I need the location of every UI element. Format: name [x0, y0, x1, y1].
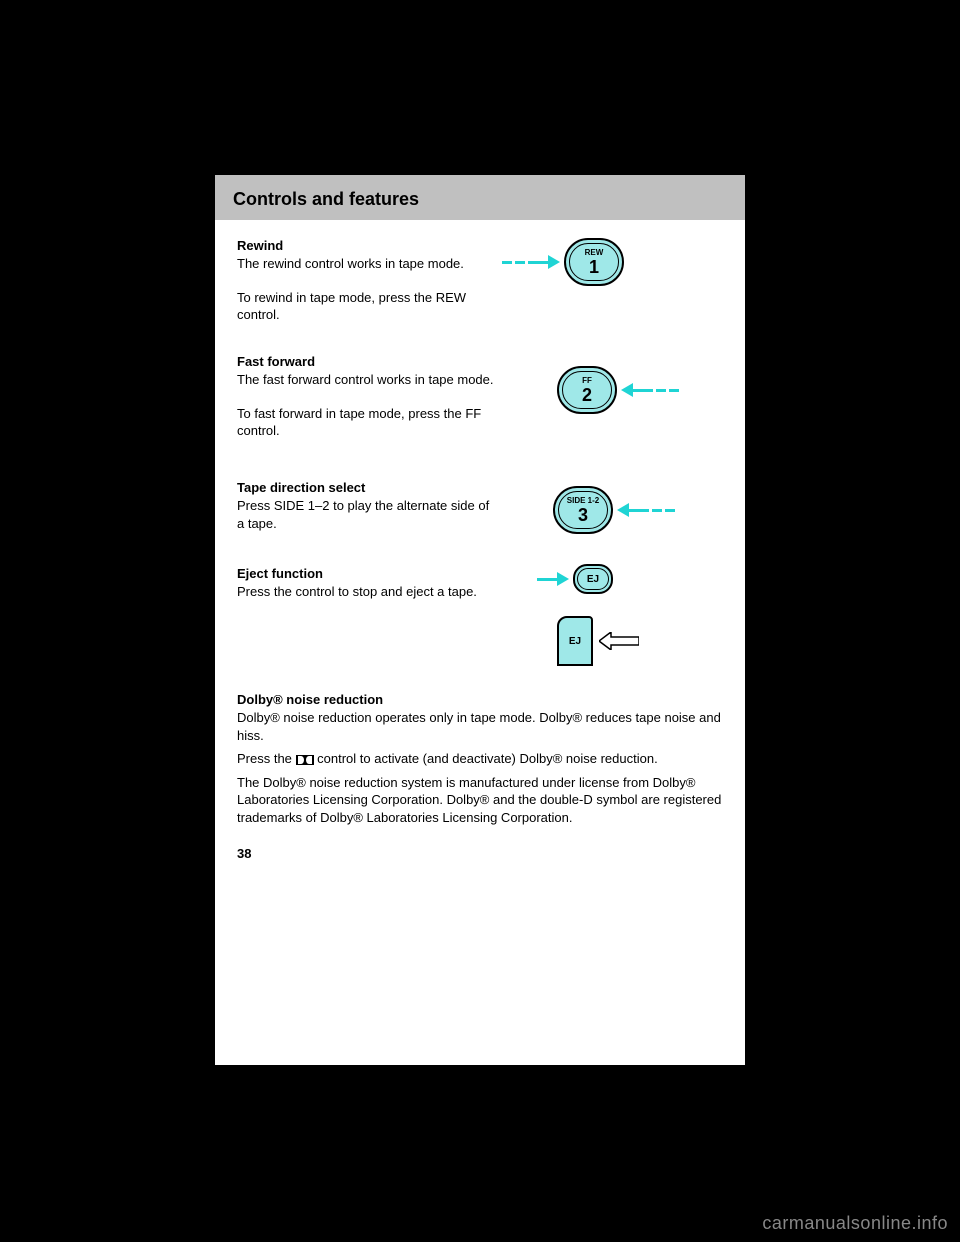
ff-extra: To fast forward in tape mode, press the …: [237, 405, 497, 440]
arrow-left-icon: [621, 383, 679, 397]
side12-button-art: SIDE 1-2 3: [553, 486, 675, 534]
ff-title: Fast forward: [237, 354, 497, 369]
rewind-button-art: REW 1: [502, 238, 624, 286]
ff-button-top: FF: [582, 377, 592, 385]
page-number: 38: [237, 846, 723, 861]
eject-small-art: EJ: [537, 564, 613, 594]
ej-tab-button: EJ: [557, 616, 593, 666]
dolby-section: Dolby® noise reduction Dolby® noise redu…: [237, 692, 723, 826]
dolby-double-d-icon: [296, 755, 314, 765]
arrow-left-icon: [617, 503, 675, 517]
rewind-extra: To rewind in tape mode, press the REW co…: [237, 289, 497, 324]
ff-section: Fast forward The fast forward control wo…: [237, 354, 723, 474]
dolby-body2b: control to activate (and deactivate) Dol…: [317, 751, 658, 766]
section-header-title: Controls and features: [233, 189, 727, 210]
rew-button: REW 1: [564, 238, 624, 286]
ff-button-art: FF 2: [557, 366, 679, 414]
side12-button-top: SIDE 1-2: [567, 497, 599, 505]
dolby-body1: Dolby® noise reduction operates only in …: [237, 709, 723, 744]
manual-page: Controls and features Rewind The rewind …: [215, 175, 745, 1065]
ff-body: The fast forward control works in tape m…: [237, 371, 497, 389]
tapedir-body: Press SIDE 1–2 to play the alternate sid…: [237, 497, 497, 532]
rewind-body: The rewind control works in tape mode.: [237, 255, 497, 273]
dolby-body3: The Dolby® noise reduction system is man…: [237, 774, 723, 827]
arrow-outline-left-icon: [599, 632, 639, 650]
dolby-body2a: Press the: [237, 751, 296, 766]
rew-button-top: REW: [585, 249, 604, 257]
ej-tab-label: EJ: [569, 636, 581, 647]
watermark-text: carmanualsonline.info: [762, 1213, 948, 1234]
ff-button-num: 2: [582, 386, 592, 404]
ff-button: FF 2: [557, 366, 617, 414]
arrow-right-icon: [502, 255, 560, 269]
tapedir-section: Tape direction select Press SIDE 1–2 to …: [237, 480, 723, 560]
section-header-bar: Controls and features: [215, 175, 745, 220]
ej-small-label: EJ: [587, 574, 599, 585]
eject-title: Eject function: [237, 566, 497, 581]
eject-body: Press the control to stop and eject a ta…: [237, 583, 497, 601]
ej-small-button: EJ: [573, 564, 613, 594]
arrow-right-icon: [537, 572, 569, 586]
rew-button-num: 1: [589, 258, 599, 276]
eject-tab-art: EJ: [557, 616, 639, 666]
side12-button: SIDE 1-2 3: [553, 486, 613, 534]
dolby-title: Dolby® noise reduction: [237, 692, 723, 707]
side12-button-num: 3: [578, 506, 588, 524]
tapedir-title: Tape direction select: [237, 480, 497, 495]
page-content: Rewind The rewind control works in tape …: [215, 220, 745, 861]
eject-section: Eject function Press the control to stop…: [237, 566, 723, 686]
dolby-body2: Press the control to activate (and deact…: [237, 750, 723, 768]
rewind-title: Rewind: [237, 238, 497, 253]
rewind-section: Rewind The rewind control works in tape …: [237, 238, 723, 348]
